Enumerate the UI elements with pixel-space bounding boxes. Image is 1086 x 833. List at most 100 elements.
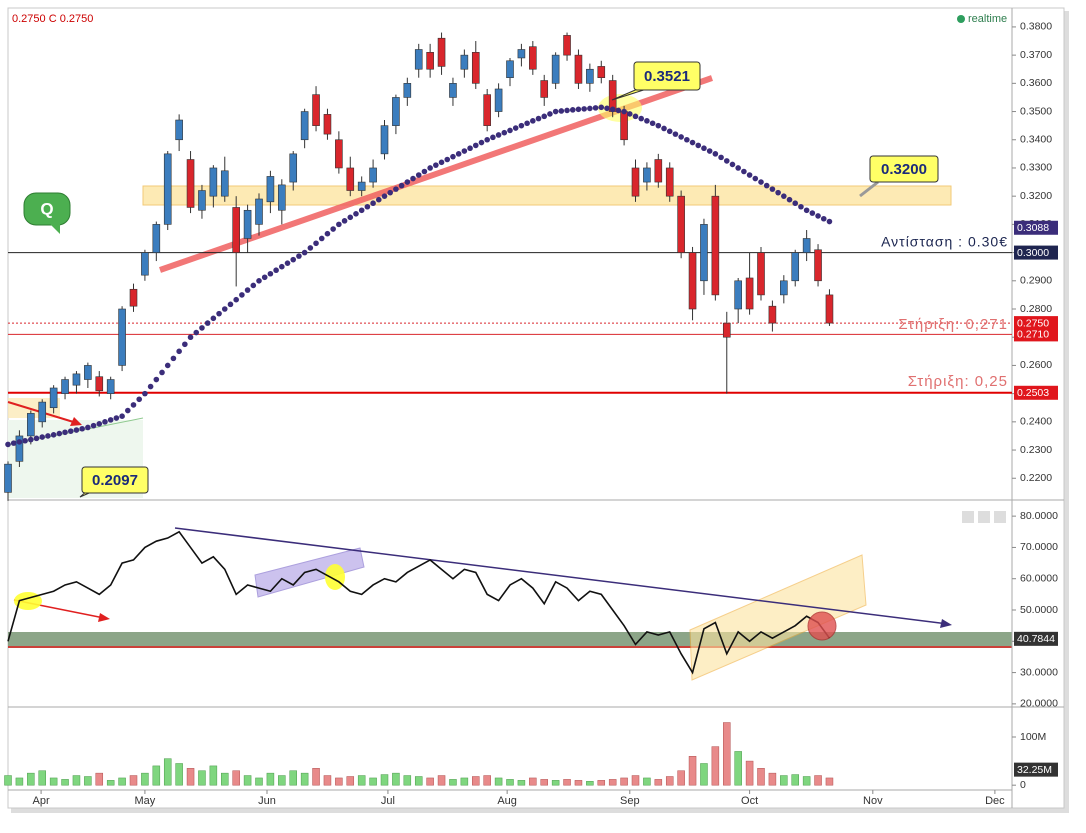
ma-dot: [250, 282, 257, 289]
candle-body: [471, 52, 480, 84]
volume-bar: [734, 751, 742, 786]
volume-bar: [346, 776, 355, 786]
volume-bar: [745, 760, 754, 786]
band: [142, 185, 952, 206]
ma-dot: [741, 168, 747, 175]
ma-dot: [541, 113, 548, 120]
channel: [689, 554, 867, 681]
x-tick-label: May: [135, 795, 156, 807]
ma-dot: [387, 189, 394, 196]
callout: [869, 155, 939, 183]
highlight: [325, 564, 345, 590]
candle-body: [414, 49, 423, 70]
axis-tag: [1014, 762, 1058, 777]
candle-body: [722, 322, 731, 338]
volume-bar: [540, 779, 548, 786]
ma-dot: [524, 120, 530, 127]
ma-dot: [375, 196, 382, 203]
ma-dot: [364, 203, 371, 210]
candle-body: [278, 184, 286, 211]
icon: [962, 511, 974, 523]
candle-body: [780, 280, 788, 296]
ma-dot: [164, 362, 171, 369]
support-label: Στήριξη: 0,25: [908, 373, 1008, 390]
ma-dot: [684, 136, 690, 143]
y-tick-label: 0.2200: [1020, 472, 1052, 484]
ma-dot: [404, 179, 411, 185]
ma-dot: [239, 292, 245, 298]
volume-bar: [84, 776, 92, 786]
ma-dot: [701, 145, 707, 152]
candle-body: [84, 365, 92, 380]
ma-dot: [216, 310, 222, 317]
ma-dot: [781, 193, 787, 199]
highlight: [807, 611, 837, 641]
ma-dot: [73, 427, 80, 433]
ma-dot: [45, 433, 51, 439]
candle-body: [118, 308, 126, 366]
ma-dot: [90, 422, 97, 429]
volume-bar: [129, 775, 138, 786]
ma-dot: [261, 274, 268, 281]
y-tick-label: 0.2400: [1020, 416, 1052, 428]
ma-dot: [290, 256, 297, 263]
volume-bar: [757, 768, 765, 786]
volume-bar: [255, 777, 263, 786]
ma-dot: [792, 200, 799, 207]
volume-bar: [711, 746, 720, 786]
volume-bar: [665, 776, 674, 786]
y-tick-label: 20.0000: [1020, 698, 1058, 710]
volume-bar: [654, 779, 663, 786]
volume-bar: [4, 775, 12, 786]
y-tick-label: 0.3700: [1020, 49, 1052, 61]
ma-dot: [530, 118, 536, 124]
ma-dot: [803, 207, 810, 214]
candle-body: [483, 94, 491, 126]
candle-body: [700, 224, 708, 282]
volume-bar: [574, 780, 583, 786]
ma-dot: [62, 429, 68, 436]
volume-bar: [563, 779, 571, 786]
ma-dot: [347, 214, 354, 221]
candle-body: [232, 207, 240, 253]
candle-body: [745, 277, 754, 310]
annotations: 0.2750 C 0.2750 realtime 0.3521 0.3200 0…: [12, 13, 1008, 498]
ma-dot: [136, 396, 143, 403]
ma-dot: [718, 154, 724, 161]
candle-body: [517, 49, 526, 59]
ma-dot: [450, 153, 456, 160]
volume-bar: [780, 775, 788, 786]
volume-bar: [700, 763, 708, 786]
x-tick-label: Jun: [258, 795, 276, 807]
callout: [81, 466, 149, 494]
candle-body: [4, 463, 12, 493]
ma-dot: [490, 134, 496, 141]
volume-bar: [791, 774, 799, 786]
ma-dot: [461, 148, 468, 154]
candle-body: [620, 111, 628, 141]
x-tick-label: Dec: [985, 795, 1005, 807]
candle-body: [186, 159, 195, 208]
ma-dot: [119, 413, 125, 419]
ma-dot: [130, 402, 137, 408]
volume-bar: [312, 768, 320, 786]
channel: [254, 547, 365, 598]
volume-bar: [278, 775, 286, 786]
ma-dot: [370, 200, 376, 207]
candle-body: [72, 373, 81, 386]
ma-dot: [598, 104, 605, 111]
candle-body: [175, 119, 183, 141]
volume-bar: [300, 772, 309, 786]
ma-dot: [775, 189, 781, 196]
volume-bar: [677, 770, 685, 786]
ma-dot: [661, 125, 667, 132]
ma-dot: [758, 179, 764, 185]
volume-bar: [152, 765, 161, 786]
ma-dot: [398, 182, 405, 189]
ma-dot: [353, 211, 359, 217]
ma-dot: [575, 106, 582, 113]
ma-dot: [433, 162, 439, 168]
candle-body: [152, 224, 161, 253]
ma-dot: [512, 125, 519, 131]
x-tick-label: Aug: [497, 795, 517, 807]
